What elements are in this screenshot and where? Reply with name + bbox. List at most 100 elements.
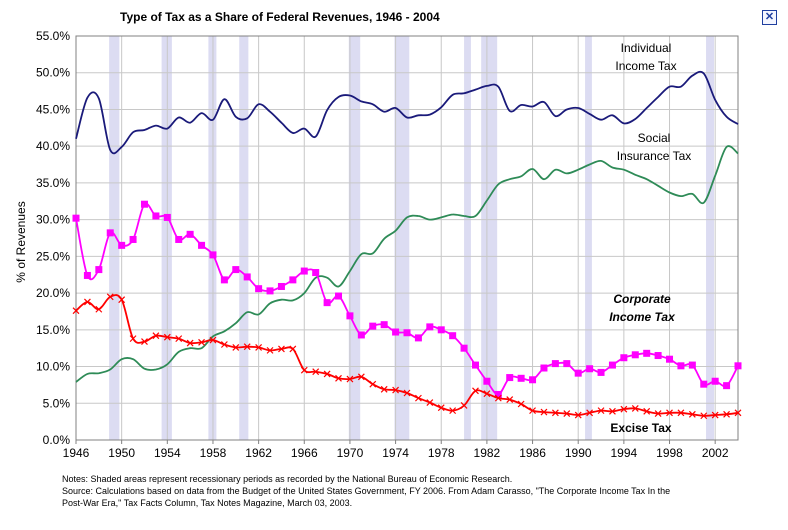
data-point: [312, 368, 320, 376]
data-point: [620, 354, 628, 362]
data-point: [95, 305, 103, 313]
y-tick-label: 45.0%: [36, 102, 70, 116]
x-tick-label: 1950: [108, 446, 135, 460]
data-point: [494, 390, 502, 398]
close-button[interactable]: ✕: [762, 10, 777, 25]
data-point: [471, 361, 479, 369]
chart-notes: Notes: Shaded areas represent recessiona…: [62, 473, 782, 509]
recession-band: [348, 36, 361, 440]
data-point: [380, 321, 388, 329]
data-point: [506, 374, 514, 382]
data-point: [494, 394, 502, 402]
data-point: [677, 362, 685, 370]
data-point: [266, 346, 274, 354]
data-point: [734, 409, 742, 417]
notes-line: Notes: Shaded areas represent recessiona…: [62, 474, 513, 484]
data-point: [483, 377, 491, 385]
data-point: [289, 345, 297, 353]
data-point: [517, 374, 525, 382]
series-label: Social: [638, 131, 671, 145]
data-point: [723, 410, 731, 418]
data-point: [346, 312, 354, 320]
data-point: [312, 269, 320, 277]
grid-lines: [75, 35, 738, 441]
data-point: [72, 307, 80, 315]
data-point: [369, 380, 377, 388]
x-tick-label: 1966: [291, 446, 318, 460]
data-point: [426, 323, 434, 331]
series-line-individual-income-tax: [75, 70, 739, 155]
data-point: [563, 410, 571, 417]
x-tick-label: 1974: [382, 446, 409, 460]
data-point: [232, 344, 240, 351]
data-point: [323, 299, 331, 307]
x-tick-label: 1978: [428, 446, 455, 460]
data-point: [597, 368, 605, 376]
data-point: [574, 411, 582, 419]
recession-band: [464, 36, 471, 440]
data-point: [357, 331, 365, 339]
x-tick-label: 1998: [656, 446, 683, 460]
recession-band: [585, 36, 592, 440]
data-point: [414, 394, 422, 402]
y-tick-label: 35.0%: [36, 176, 70, 190]
data-point: [506, 396, 514, 404]
data-point: [414, 334, 422, 342]
series-individual-income-tax: [75, 70, 739, 155]
data-point: [278, 345, 285, 353]
data-point: [323, 370, 331, 378]
data-point: [700, 380, 708, 388]
data-point: [608, 361, 616, 369]
recession-band: [239, 36, 249, 440]
data-point: [551, 360, 559, 368]
y-tick-label: 50.0%: [36, 66, 70, 80]
data-point: [106, 229, 114, 237]
x-tick-label: 1946: [63, 446, 90, 460]
series-label: Excise Tax: [610, 421, 671, 435]
data-point: [106, 293, 114, 301]
data-point: [220, 276, 228, 284]
data-point: [289, 276, 297, 284]
line-chart: 0.0% 5.0% 10.0% 15.0% 20.0% 25.0% 30.0% 35.0% 40…: [14, 29, 742, 460]
data-point: [198, 338, 205, 346]
data-point: [723, 382, 731, 390]
y-tick-label: 15.0%: [36, 323, 70, 337]
x-tick-label: 1962: [245, 446, 272, 460]
data-point: [152, 332, 160, 340]
series-lines: [72, 70, 742, 420]
data-point: [654, 410, 662, 417]
x-tick-label: 1994: [611, 446, 638, 460]
data-point: [631, 351, 639, 359]
y-tick-label: 40.0%: [36, 139, 70, 153]
recession-band: [481, 36, 498, 440]
series-line-social-insurance-tax: [75, 145, 739, 383]
data-point: [83, 271, 91, 279]
source-line-continued: Post-War Era," Tax Facts Column, Tax Not…: [62, 498, 353, 508]
series-corporate-income-tax: [72, 200, 742, 398]
data-point: [574, 369, 582, 377]
series-excise-tax: [72, 293, 742, 420]
data-point: [540, 408, 548, 416]
plot-area: [75, 35, 739, 441]
y-tick-label: 20.0%: [36, 286, 70, 300]
x-tick-label: 1954: [154, 446, 181, 460]
data-point: [186, 339, 194, 347]
data-point: [700, 412, 708, 420]
series-label: Individual: [621, 41, 672, 55]
y-tick-label: 5.0%: [43, 396, 71, 410]
data-point: [437, 404, 445, 412]
x-tick-label: 2002: [702, 446, 729, 460]
recession-band: [161, 36, 172, 440]
data-point: [141, 338, 148, 345]
recession-band: [208, 36, 217, 440]
data-point: [540, 364, 548, 372]
y-tick-label: 30.0%: [36, 213, 70, 227]
data-point: [586, 365, 594, 373]
data-point: [688, 410, 696, 418]
x-tick-label: 1986: [519, 446, 546, 460]
y-axis-label: % of Revenues: [14, 201, 28, 282]
source-line: Source: Calculations based on data from …: [62, 486, 671, 496]
data-point: [369, 322, 377, 330]
data-point: [118, 241, 126, 249]
data-point: [517, 400, 525, 408]
